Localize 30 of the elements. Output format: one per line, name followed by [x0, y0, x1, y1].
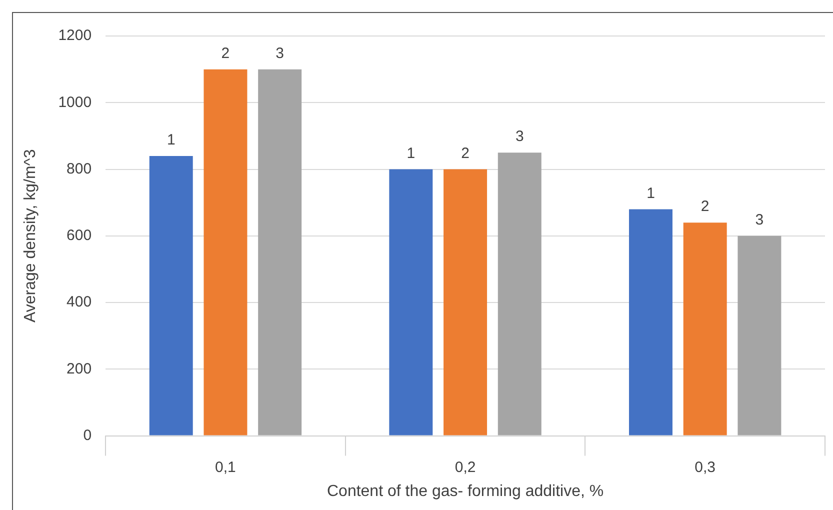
text: 1	[646, 184, 655, 202]
series-label: 1	[166, 132, 176, 149]
y-tick-label: 600	[66, 227, 92, 244]
text: 1	[406, 144, 416, 162]
x-axis-title: Content of the gas- forming additive, %	[326, 482, 604, 500]
bar	[149, 156, 193, 436]
bar	[683, 222, 727, 436]
text: 3	[755, 212, 764, 229]
bar	[204, 69, 248, 436]
bar	[498, 152, 542, 436]
y-tick-label: 1000	[58, 94, 92, 111]
x-tick-label: 0,2	[454, 458, 476, 476]
y-tick-label: 0	[83, 426, 92, 444]
y-axis-title: Average density, kg/m^3	[22, 149, 40, 323]
y-tick-label: 1200	[58, 27, 92, 44]
bar	[738, 236, 782, 436]
x-tick-label: 0,3	[694, 458, 716, 476]
bar	[258, 69, 302, 436]
y-tick-label: 400	[66, 294, 92, 311]
bar	[389, 169, 433, 436]
text: 3	[515, 128, 524, 146]
series-label: 2	[461, 144, 470, 162]
series-label: 3	[276, 44, 284, 62]
text: 2	[221, 44, 230, 62]
y-tick-label: 800	[66, 160, 92, 178]
text: 2	[700, 198, 710, 216]
bar	[444, 169, 488, 436]
x-tick-label: 0,1	[215, 458, 236, 476]
bar	[628, 209, 672, 436]
y-tick-label: 200	[66, 360, 92, 378]
